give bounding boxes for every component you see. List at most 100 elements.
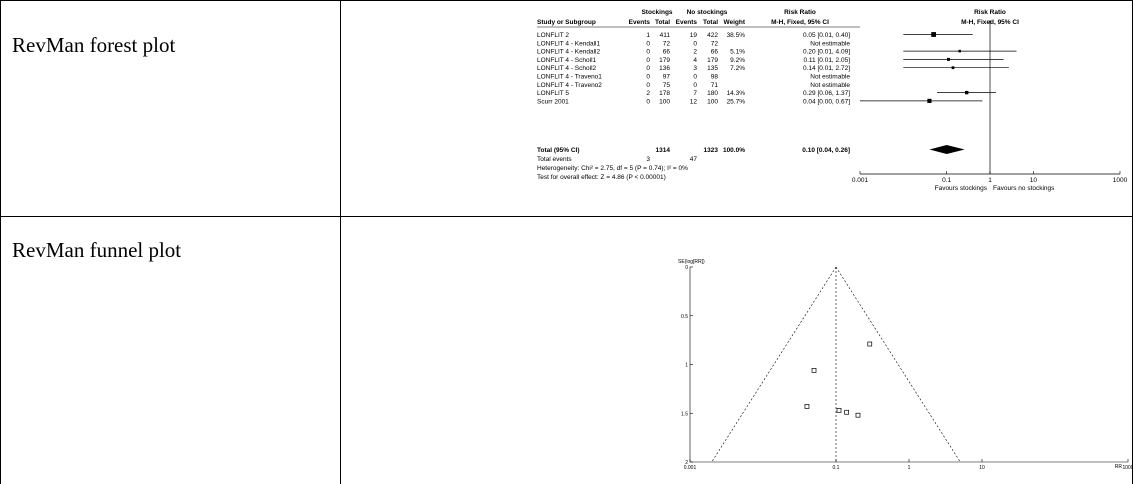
funnel-x-tick-label: 1000 — [1122, 465, 1133, 471]
funnel-point — [811, 367, 817, 373]
header-events1: Events — [629, 19, 651, 26]
study-total2: 66 — [711, 49, 719, 56]
study-weight: 7.2% — [730, 65, 745, 72]
study-ci: 0.14 [0.01, 2.72] — [803, 65, 850, 72]
funnel-left-limit — [711, 266, 837, 463]
study-events2: 4 — [693, 57, 697, 64]
study-name: LONFLIT 4 - Traveno2 — [537, 82, 602, 89]
study-ci: 0.11 [0.01, 2.05] — [804, 57, 851, 64]
study-weight: 5.1% — [730, 49, 745, 56]
study-events2: 19 — [690, 32, 698, 39]
forest-tick-label: 0.1 — [942, 177, 951, 184]
study-events2: 12 — [690, 98, 698, 105]
study-total2: 180 — [707, 90, 718, 97]
study-ci: 0.29 [0.06, 1.37] — [803, 90, 850, 97]
study-point — [965, 90, 969, 95]
pooled-diamond — [929, 145, 965, 154]
study-name: LONFLIT 4 - Scholl1 — [537, 57, 597, 64]
funnel-x-tick-label: 0.001 — [684, 465, 697, 471]
funnel-point — [855, 412, 861, 418]
funnel-x-tick-label: 10 — [979, 465, 985, 471]
study-events2: 7 — [693, 90, 697, 97]
total-t1: 1314 — [656, 147, 671, 154]
study-name: LONFLIT 4 - Traveno1 — [537, 74, 602, 81]
study-events1: 2 — [646, 90, 650, 97]
total-label: Total (95% CI) — [537, 147, 580, 154]
header-plot-title: Risk Ratio — [974, 9, 1006, 16]
study-weight: 9.2% — [730, 57, 745, 64]
funnel-point — [867, 341, 873, 347]
study-ci: 0.20 [0.01, 4.09] — [803, 49, 850, 56]
funnel-y-tick-label: 2 — [685, 460, 688, 466]
overall-effect-text: Test for overall effect: Z = 4.86 (P < 0… — [537, 174, 666, 181]
study-events1: 0 — [646, 49, 650, 56]
header-events2: Events — [676, 19, 698, 26]
total-t2: 1323 — [704, 147, 719, 154]
study-weight: 14.3% — [727, 90, 746, 97]
header-total2: Total — [703, 19, 718, 26]
total-weight: 100.0% — [723, 147, 745, 154]
study-total1: 72 — [663, 40, 671, 47]
table-border-middle — [0, 216, 1133, 217]
study-name: LONFLIT 4 - Scholl2 — [537, 65, 597, 72]
study-events1: 0 — [646, 98, 650, 105]
funnel-x-tick-label: 1 — [908, 465, 911, 471]
funnel-x-label: RR — [1115, 464, 1123, 470]
table-border-divider — [340, 0, 341, 484]
study-weight: 38.5% — [727, 32, 746, 39]
study-point — [927, 98, 932, 103]
header-total1: Total — [655, 19, 670, 26]
study-events1: 0 — [646, 40, 650, 47]
study-total1: 75 — [663, 82, 671, 89]
study-point — [958, 49, 961, 53]
study-name: LONFLIT 4 - Kendall1 — [537, 40, 600, 47]
header-weight: Weight — [723, 19, 745, 26]
forest-tick-label: 1 — [988, 177, 992, 184]
study-events1: 0 — [646, 82, 650, 89]
study-total2: 100 — [707, 98, 718, 105]
study-name: LONFLIT 5 — [537, 90, 569, 97]
forest-tick-label: 0.001 — [852, 177, 869, 184]
funnel-row-label: RevMan funnel plot — [12, 238, 182, 262]
header-study: Study or Subgroup — [537, 19, 596, 26]
study-weight: 25.7% — [727, 98, 746, 105]
forest-tick-label: 10 — [1030, 177, 1038, 184]
funnel-plot: SE(log[RR]) RR 0 0.5 1 1.5 20.001 0.1 1 10 1000 — [678, 259, 1133, 471]
study-total2: 422 — [707, 32, 718, 39]
study-name: LONFLIT 2 — [537, 32, 569, 39]
study-point — [931, 32, 937, 37]
funnel-point — [844, 409, 850, 415]
study-events2: 3 — [693, 65, 697, 72]
study-name: LONFLIT 4 - Kendall2 — [537, 49, 600, 56]
funnel-y-tick-label: 1.5 — [681, 411, 688, 417]
total-events-e1: 3 — [646, 156, 650, 163]
study-point — [951, 66, 955, 70]
study-ci: Not estimable — [810, 74, 850, 81]
study-point — [946, 57, 950, 61]
study-total1: 136 — [659, 65, 670, 72]
study-events1: 1 — [646, 32, 650, 39]
study-total2: 72 — [711, 40, 719, 47]
funnel-point — [836, 407, 842, 413]
study-events1: 0 — [646, 65, 650, 72]
funnel-y-tick-label: 0.5 — [681, 314, 688, 320]
study-total1: 411 — [660, 32, 671, 39]
study-events1: 0 — [646, 74, 650, 81]
header-group2: No stockings — [687, 9, 728, 16]
study-ci: Not estimable — [810, 40, 850, 47]
study-events2: 0 — [693, 40, 697, 47]
header-rr-title: Risk Ratio — [784, 9, 816, 16]
study-total2: 179 — [707, 57, 718, 64]
forest-row-label: RevMan forest plot — [12, 33, 176, 57]
total-events-label: Total events — [537, 156, 572, 163]
study-ci: 0.05 [0.01, 0.40] — [803, 32, 850, 39]
header-group1: Stockings — [641, 9, 672, 16]
forest-tick-label: 1000 — [1113, 177, 1128, 184]
funnel-y-tick-label: 1 — [685, 363, 688, 369]
study-total1: 66 — [663, 49, 671, 56]
study-total1: 97 — [663, 74, 671, 81]
study-total1: 178 — [659, 90, 670, 97]
total-events-e2: 47 — [690, 156, 698, 163]
study-total2: 71 — [711, 82, 719, 89]
